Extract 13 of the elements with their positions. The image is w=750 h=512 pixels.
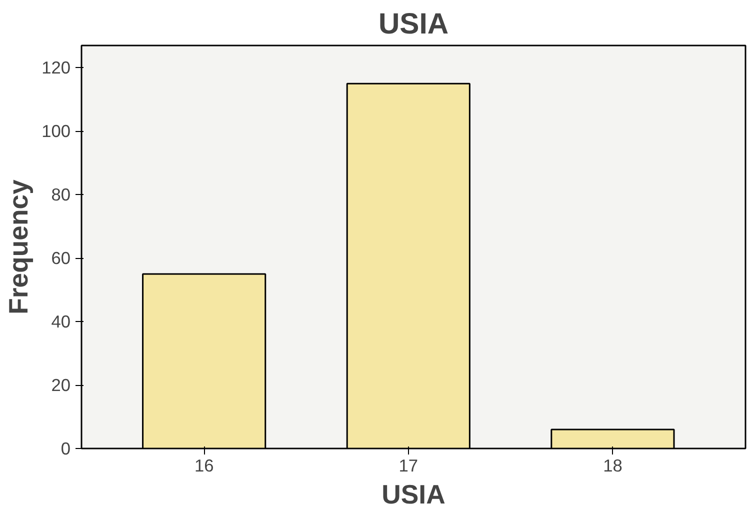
y-tick-label: 60 (51, 248, 71, 268)
x-tick-label: 18 (603, 456, 622, 476)
y-tick-label: 0 (60, 438, 71, 458)
x-axis-title: USIA (382, 480, 446, 510)
chart-title: USIA (378, 8, 449, 40)
y-tick-label: 120 (42, 58, 71, 78)
y-tick-label: 40 (51, 312, 71, 332)
y-tick-label: 100 (42, 121, 71, 142)
x-tick-label: 16 (194, 456, 214, 476)
y-axis-title: Frequency (4, 179, 34, 314)
y-tick-label: 80 (51, 184, 71, 205)
y-tick-label: 20 (51, 375, 71, 396)
x-tick-label: 17 (398, 456, 418, 476)
